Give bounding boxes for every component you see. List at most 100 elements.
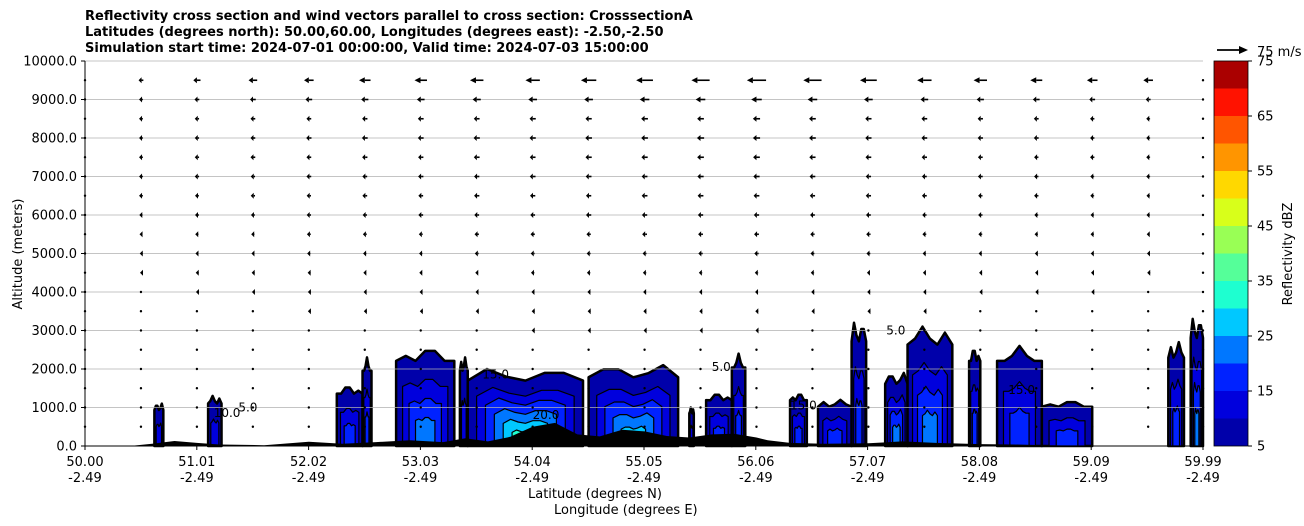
wind-vector-14-17 xyxy=(1035,348,1038,351)
wind-vector-3-11 xyxy=(696,135,705,141)
wind-vector-2-7 xyxy=(473,115,480,122)
wind-vector-12-6 xyxy=(419,308,423,315)
wind-vector-9-8 xyxy=(530,250,535,257)
wind-vector-17-10 xyxy=(643,406,646,409)
echo-cell-18-level-15 xyxy=(1055,428,1079,447)
wind-vector-17-1 xyxy=(139,406,143,409)
wind-vector-9-18 xyxy=(1090,250,1094,257)
colorbar-bin-4 xyxy=(1214,308,1248,336)
wind-vector-13-10 xyxy=(643,327,647,334)
wind-vector-16-20 xyxy=(1201,387,1205,390)
wind-vector-2-2 xyxy=(194,115,200,122)
wind-vector-0-5 xyxy=(359,77,371,84)
wind-vector-15-10 xyxy=(643,367,646,371)
wind-vector-11-20 xyxy=(1201,290,1205,294)
wind-vector-8-20 xyxy=(1201,233,1205,236)
wind-vector-12-13 xyxy=(811,308,815,315)
colorbar-tick-label-5: 55 xyxy=(1257,165,1274,180)
y-tick-label-9: 9000.0 xyxy=(32,93,78,108)
echo-cell-3-level-15 xyxy=(364,411,370,447)
wind-vector-13-12 xyxy=(755,327,759,334)
contour-label-6: 20.0 xyxy=(533,408,560,422)
colorbar-tick-label-1: 15 xyxy=(1257,385,1274,400)
wind-vector-7-3 xyxy=(250,212,255,218)
wind-vector-17-14 xyxy=(867,406,870,409)
wind-vector-5-5 xyxy=(362,173,368,180)
wind-vector-7-15 xyxy=(922,212,927,218)
x-tick-lon-label-3: -2.49 xyxy=(404,471,438,486)
wind-vector-8-7 xyxy=(474,231,479,238)
y-tick-label-4: 4000.0 xyxy=(32,286,78,301)
wind-vector-0-4 xyxy=(304,77,314,84)
wind-vector-7-17 xyxy=(1034,212,1039,218)
wind-vector-0-15 xyxy=(917,77,932,84)
echo-cell-1-level-10 xyxy=(210,418,220,447)
colorbar-bin-7 xyxy=(1214,226,1248,254)
wind-vector-11-17 xyxy=(1035,289,1039,295)
wind-vector-12-15 xyxy=(923,308,927,315)
wind-vector-1-3 xyxy=(249,96,256,103)
wind-vector-3-5 xyxy=(361,135,368,141)
wind-vector-17-4 xyxy=(307,406,311,409)
wind-vector-8-3 xyxy=(251,231,255,238)
wind-vector-10-17 xyxy=(1035,269,1039,276)
wind-vector-15-7 xyxy=(475,367,478,371)
wind-vector-18-17 xyxy=(1035,425,1038,428)
wind-reference-arrow xyxy=(1217,46,1248,54)
wind-vector-15-14 xyxy=(867,367,870,371)
wind-vector-17-19 xyxy=(1146,406,1150,409)
wind-vector-10-9 xyxy=(586,269,591,276)
x-tick-lat-label-6: 56.06 xyxy=(737,455,774,470)
wind-vector-18-15 xyxy=(923,425,926,428)
wind-vector-7-7 xyxy=(474,212,480,218)
wind-vector-1-10 xyxy=(639,96,650,103)
wind-vector-16-5 xyxy=(363,387,366,390)
wind-vector-9-12 xyxy=(754,250,759,257)
wind-vector-4-18 xyxy=(1090,154,1095,161)
wind-vector-3-7 xyxy=(473,135,480,141)
wind-vector-5-11 xyxy=(697,173,704,180)
wind-vector-17-18 xyxy=(1091,406,1094,409)
wind-vector-11-7 xyxy=(475,289,479,295)
wind-vector-17-7 xyxy=(475,406,478,409)
wind-vector-1-8 xyxy=(528,96,537,103)
wind-vector-6-18 xyxy=(1090,192,1095,199)
wind-vector-7-10 xyxy=(641,212,648,218)
wind-vector-2-4 xyxy=(306,115,312,122)
wind-vector-5-9 xyxy=(585,173,592,180)
wind-vector-18-6 xyxy=(419,425,422,428)
wind-vector-13-6 xyxy=(419,329,422,332)
colorbar-tick-label-7: 75 xyxy=(1257,55,1274,70)
echo-cell-13-level-15 xyxy=(855,397,863,447)
wind-vector-9-19 xyxy=(1146,250,1150,257)
wind-vector-7-9 xyxy=(585,212,592,218)
wind-vector-0-17 xyxy=(1030,77,1043,84)
wind-vector-4-7 xyxy=(473,154,480,161)
wind-vector-17-6 xyxy=(419,406,422,409)
wind-vector-18-18 xyxy=(1091,425,1094,428)
colorbar-bin-13 xyxy=(1214,61,1248,89)
echo-cell-5-level-10 xyxy=(460,397,467,447)
wind-vector-18-5 xyxy=(363,425,366,428)
wind-vector-1-9 xyxy=(584,96,593,103)
wind-vector-18-8 xyxy=(531,425,534,428)
wind-vector-10-13 xyxy=(810,269,815,276)
wind-vector-16-8 xyxy=(531,387,534,390)
wind-vector-7-2 xyxy=(194,212,199,218)
wind-vector-4-12 xyxy=(753,154,760,161)
wind-vector-18-9 xyxy=(587,425,590,428)
wind-vector-10-4 xyxy=(307,269,311,276)
wind-vector-8-4 xyxy=(306,231,311,238)
wind-vector-5-1 xyxy=(139,173,143,180)
wind-vector-18-4 xyxy=(307,425,311,428)
wind-vector-6-2 xyxy=(194,192,199,199)
wind-vector-18-7 xyxy=(475,425,478,428)
wind-vector-7-12 xyxy=(753,212,760,218)
wind-vector-12-16 xyxy=(979,310,982,313)
wind-vector-11-19 xyxy=(1146,290,1150,294)
wind-vector-13-17 xyxy=(1035,329,1038,332)
echo-cell-15-level-20 xyxy=(921,409,938,447)
wind-vector-2-8 xyxy=(529,115,536,122)
wind-vector-10-3 xyxy=(251,269,255,276)
wind-vector-1-4 xyxy=(305,96,313,103)
